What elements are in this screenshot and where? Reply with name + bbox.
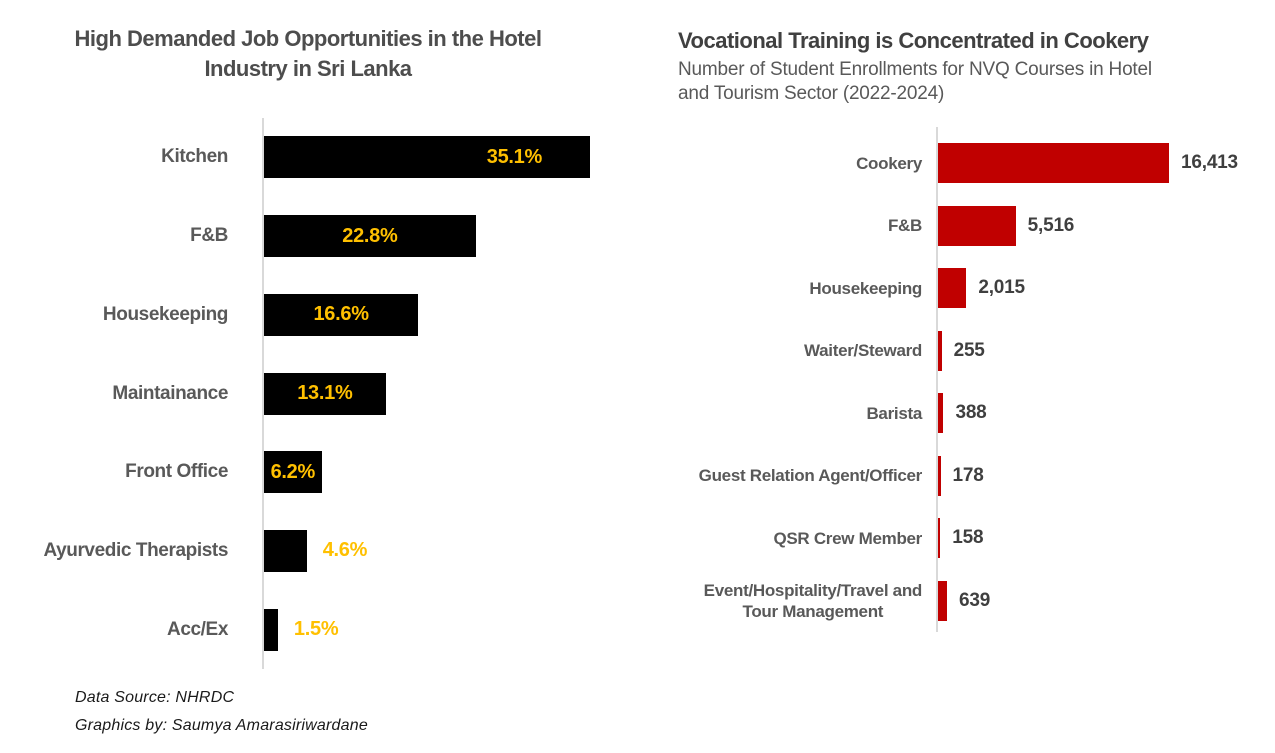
bar-value-label: 1.5% xyxy=(293,618,339,641)
right-plot-area: 16,413 5,516 2,015 255 388 178 158 639 xyxy=(938,132,1238,633)
category-label: Waiter/Steward xyxy=(804,341,922,361)
bar-value-label: 2,015 xyxy=(978,277,1025,299)
category-label: Housekeeping xyxy=(809,278,922,298)
category-label: F&B xyxy=(190,225,228,247)
bar xyxy=(938,580,947,621)
bar xyxy=(938,143,1169,184)
bar xyxy=(938,205,1016,246)
bar: 13.1% xyxy=(264,372,386,415)
left-category-labels: Kitchen F&B Housekeeping Maintainance Fr… xyxy=(28,118,240,669)
bar xyxy=(938,268,967,309)
category-label: Cookery xyxy=(856,153,922,173)
bar xyxy=(264,529,307,572)
left-plot-area: 35.1% 22.8% 16.6% 13.1% 6.2% 4.6% xyxy=(264,118,590,669)
data-source-text: Data Source: NHRDC xyxy=(75,689,235,706)
category-label: F&B xyxy=(887,216,922,236)
footer: Data Source: NHRDC Graphics by: Saumya A… xyxy=(75,684,368,740)
bar-row: 13.1% xyxy=(264,354,590,433)
bar: 35.1% xyxy=(264,136,590,179)
bar: 16.6% xyxy=(264,293,419,336)
right-category-labels: Cookery F&B Housekeeping Waiter/Steward … xyxy=(650,132,923,632)
bar-value-label: 4.6% xyxy=(322,539,368,562)
bar-value-label: 16,413 xyxy=(1181,152,1238,174)
bar-value-label: 35.1% xyxy=(486,145,543,168)
bar-value-label: 6.2% xyxy=(270,460,316,483)
right-chart-subtitle: Number of Student Enrollments for NVQ Co… xyxy=(678,59,1152,104)
category-label: QSR Crew Member xyxy=(773,528,922,548)
bar-row: 639 xyxy=(938,570,1169,633)
category-label: Event/Hospitality/Travel and Tour Manage… xyxy=(703,580,923,621)
bar-row: 35.1% xyxy=(264,118,590,197)
category-label: Front Office xyxy=(125,461,228,483)
graphics-credit-text: Graphics by: Saumya Amarasiriwardane xyxy=(75,717,368,734)
bar-row: 4.6% xyxy=(264,512,590,591)
bar-row: 5,516 xyxy=(938,195,1169,258)
bar-row: 2,015 xyxy=(938,257,1169,320)
bar-value-label: 388 xyxy=(955,402,987,424)
bar: 6.2% xyxy=(264,451,322,494)
bar-row: 255 xyxy=(938,320,1169,383)
bar-value-label: 178 xyxy=(952,464,984,486)
bar-row: 6.2% xyxy=(264,433,590,512)
left-chart-title: High Demanded Job Opportunities in the H… xyxy=(74,26,542,81)
bar-row: 388 xyxy=(938,382,1169,445)
category-label: Maintainance xyxy=(112,382,228,404)
bar xyxy=(938,393,944,434)
bar xyxy=(938,455,941,496)
bar: 22.8% xyxy=(264,215,476,258)
bar-row: 16,413 xyxy=(938,132,1238,195)
category-label: Kitchen xyxy=(161,146,228,168)
bar-row: 178 xyxy=(938,445,1169,508)
category-label: Ayurvedic Therapists xyxy=(43,539,228,561)
bar-value-label: 639 xyxy=(958,589,991,611)
bar-value-label: 13.1% xyxy=(297,382,353,405)
bar xyxy=(938,518,941,559)
right-axis-line xyxy=(936,127,938,632)
bar-value-label: 158 xyxy=(952,527,984,549)
bar-row: 158 xyxy=(938,507,1169,570)
bar xyxy=(264,608,278,651)
bar-value-label: 5,516 xyxy=(1027,214,1075,236)
bar xyxy=(938,330,942,371)
bar-row: 1.5% xyxy=(264,590,590,669)
right-chart-title: Vocational Training is Concentrated in C… xyxy=(678,28,1149,53)
category-label: Barista xyxy=(866,403,922,423)
bar-value-label: 22.8% xyxy=(342,224,398,247)
bar-row: 22.8% xyxy=(264,197,590,276)
bar-value-label: 16.6% xyxy=(313,303,369,326)
bar-value-label: 255 xyxy=(953,339,985,361)
left-axis-line xyxy=(262,118,264,669)
category-label: Guest Relation Agent/Officer xyxy=(698,466,923,486)
category-label: Housekeeping xyxy=(102,303,228,325)
bar-row: 16.6% xyxy=(264,275,590,354)
category-label: Acc/Ex xyxy=(167,618,228,640)
